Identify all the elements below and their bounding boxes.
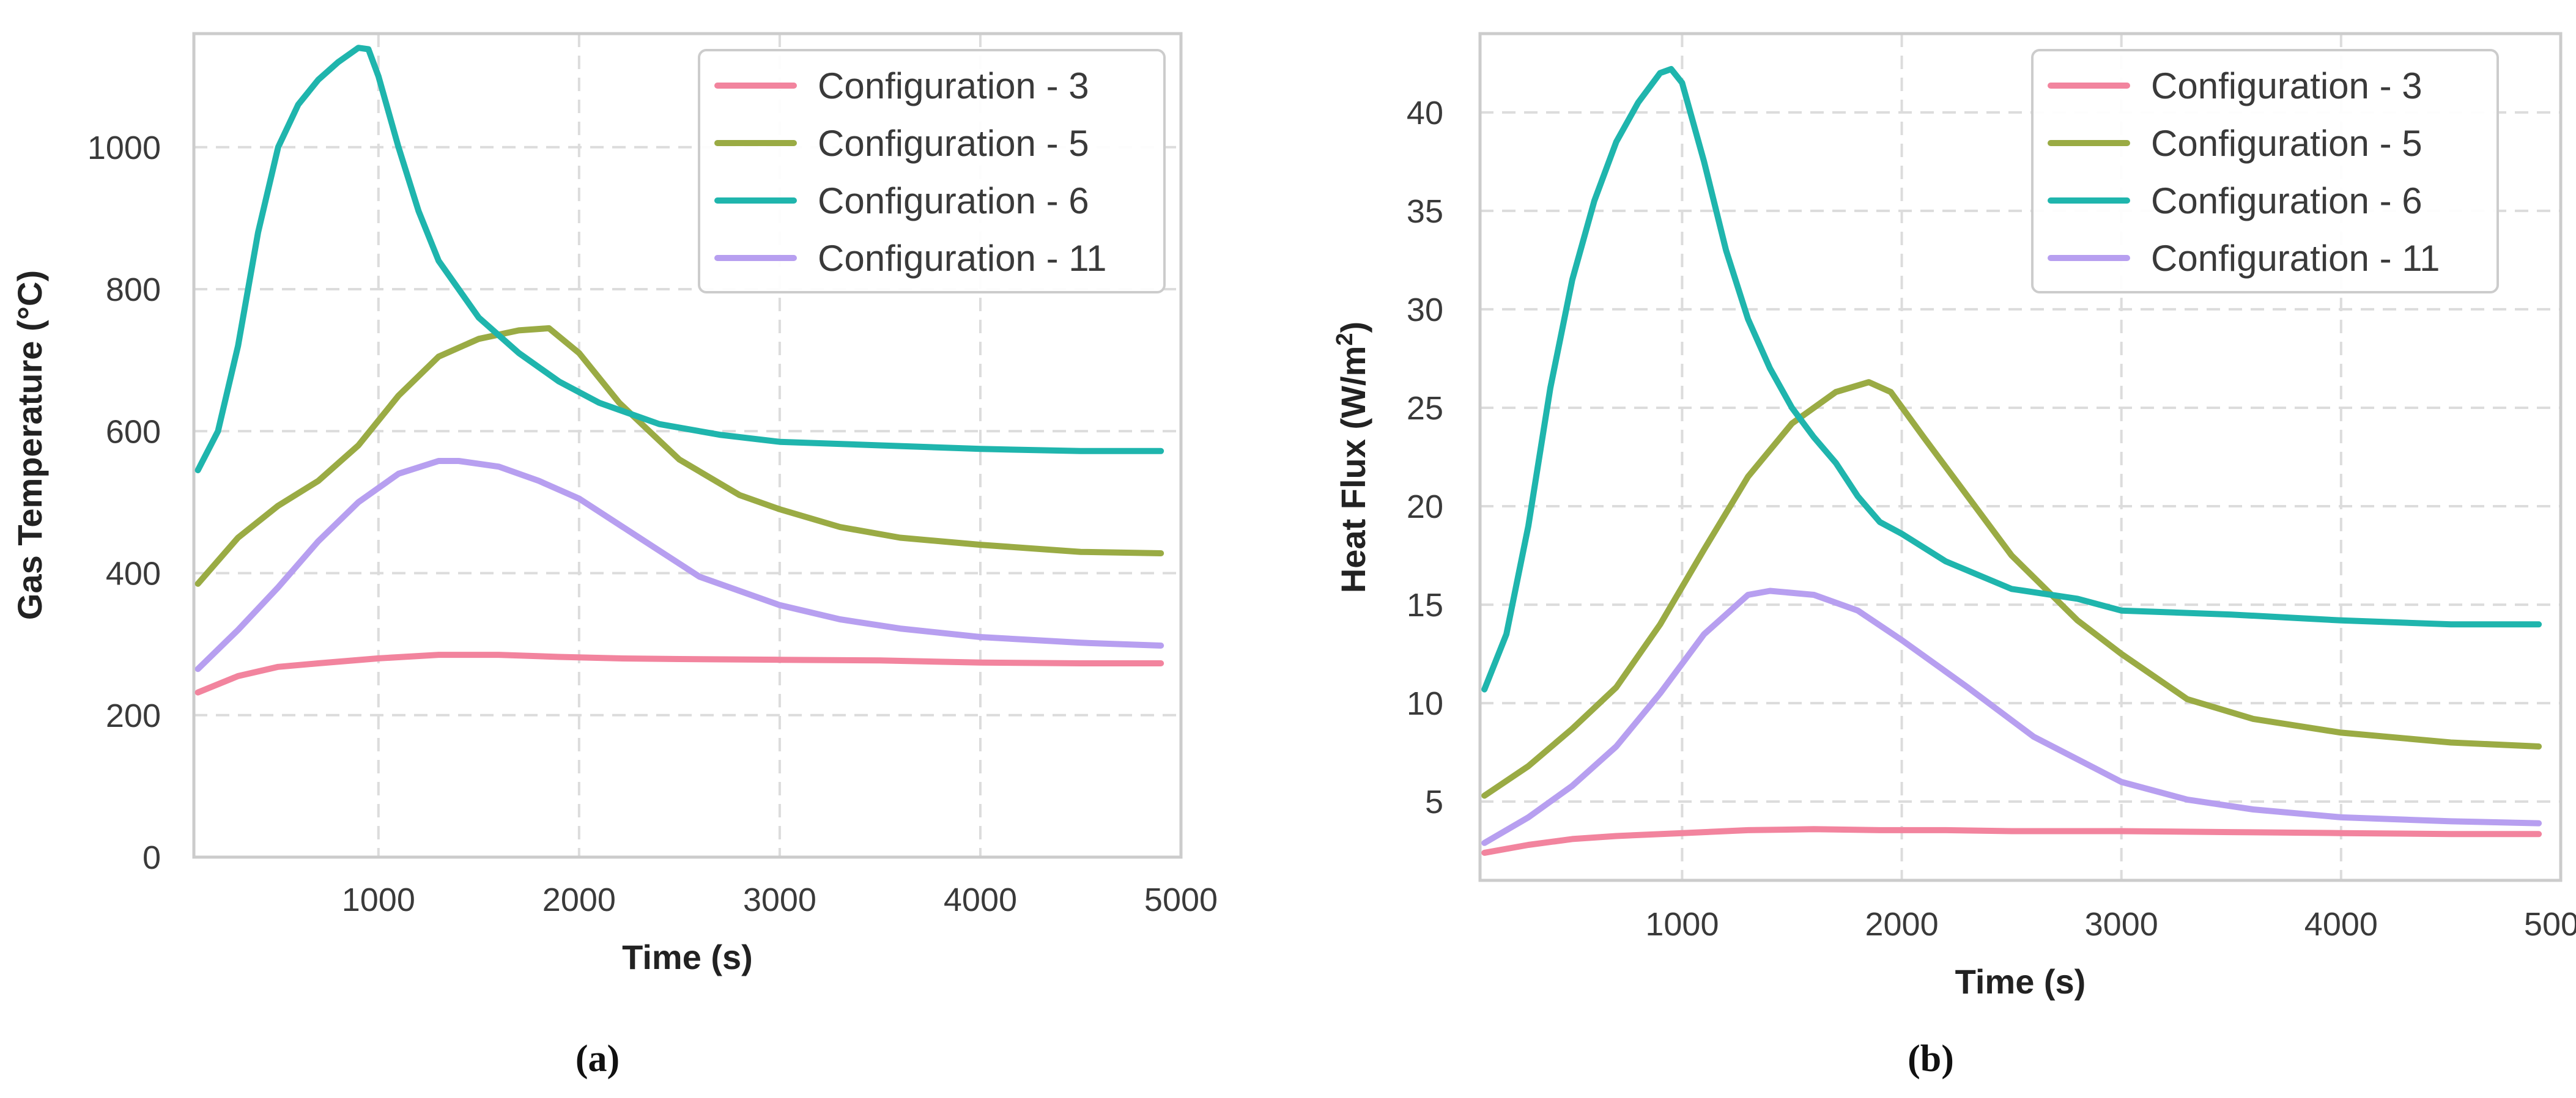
legend-label: Configuration - 3 xyxy=(818,65,1089,106)
x-tick-label: 4000 xyxy=(944,882,1017,918)
y-tick-label: 40 xyxy=(1407,95,1443,131)
caption-a: (a) xyxy=(576,1038,620,1080)
panel-b: 1000 2000 3000 4000 5000 5 10 15 20 25 30 35 40 Time … xyxy=(1332,32,2576,1001)
plot-frame xyxy=(1478,32,2563,882)
legend xyxy=(2031,49,2499,293)
y-tick-label: 200 xyxy=(106,698,161,734)
y-axis-label: Gas Temperature (°C) xyxy=(10,270,49,620)
series-line-configuration-11 xyxy=(1481,588,2542,846)
legend-label: Configuration - 3 xyxy=(2151,65,2422,106)
legend-label: Configuration - 6 xyxy=(2151,180,2422,221)
x-tick-label: 1000 xyxy=(1645,906,1719,943)
series-line-configuration-3 xyxy=(194,652,1164,696)
y-tick-label: 35 xyxy=(1407,193,1443,230)
x-tick-label: 5000 xyxy=(2524,906,2576,943)
y-tick-label: 20 xyxy=(1407,488,1443,525)
legend-label: Configuration - 11 xyxy=(2151,238,2440,279)
y-tick-label: 30 xyxy=(1407,292,1443,328)
x-tick-label: 2000 xyxy=(1865,906,1938,943)
y-tick-label: 1000 xyxy=(87,130,161,166)
legend-label: Configuration - 5 xyxy=(2151,123,2422,164)
series-line-configuration-3 xyxy=(1481,826,2542,856)
x-tick-label: 2000 xyxy=(542,882,616,918)
y-tick-label: 600 xyxy=(106,413,161,450)
y-tick-label: 0 xyxy=(142,839,161,876)
panel-a: 1000 2000 3000 4000 5000 0 200 400 600 800 1000 Tim… xyxy=(10,32,1218,976)
series-line-configuration-5 xyxy=(1481,379,2542,799)
y-tick-label: 400 xyxy=(106,556,161,592)
y-tick-label: 5 xyxy=(1425,784,1443,820)
legend-label: Configuration - 5 xyxy=(818,123,1089,164)
legend xyxy=(698,49,1166,293)
legend-label: Configuration - 11 xyxy=(818,238,1107,279)
x-tick-label: 4000 xyxy=(2304,906,2378,943)
x-tick-label: 3000 xyxy=(2085,906,2158,943)
x-tick-label: 3000 xyxy=(743,882,816,918)
series-line-configuration-11 xyxy=(194,458,1164,672)
x-axis-label: Time (s) xyxy=(1955,962,2086,1001)
x-axis-label: Time (s) xyxy=(622,938,753,976)
series-line-configuration-6 xyxy=(1481,66,2542,693)
series-line-configuration-5 xyxy=(194,325,1164,587)
y-tick-label: 15 xyxy=(1407,587,1443,624)
y-tick-label: 25 xyxy=(1407,390,1443,427)
x-tick-label: 5000 xyxy=(1144,882,1218,918)
y-tick-label: 10 xyxy=(1407,685,1443,722)
y-tick-label: 800 xyxy=(106,271,161,308)
x-tick-label: 1000 xyxy=(342,882,415,918)
y-axis-label: Heat Flux (W/m2) xyxy=(1332,322,1372,593)
legend-label: Configuration - 6 xyxy=(818,180,1089,221)
series-line-configuration-6 xyxy=(194,45,1164,474)
plot-frame xyxy=(192,32,1183,859)
caption-b: (b) xyxy=(1908,1038,1954,1080)
